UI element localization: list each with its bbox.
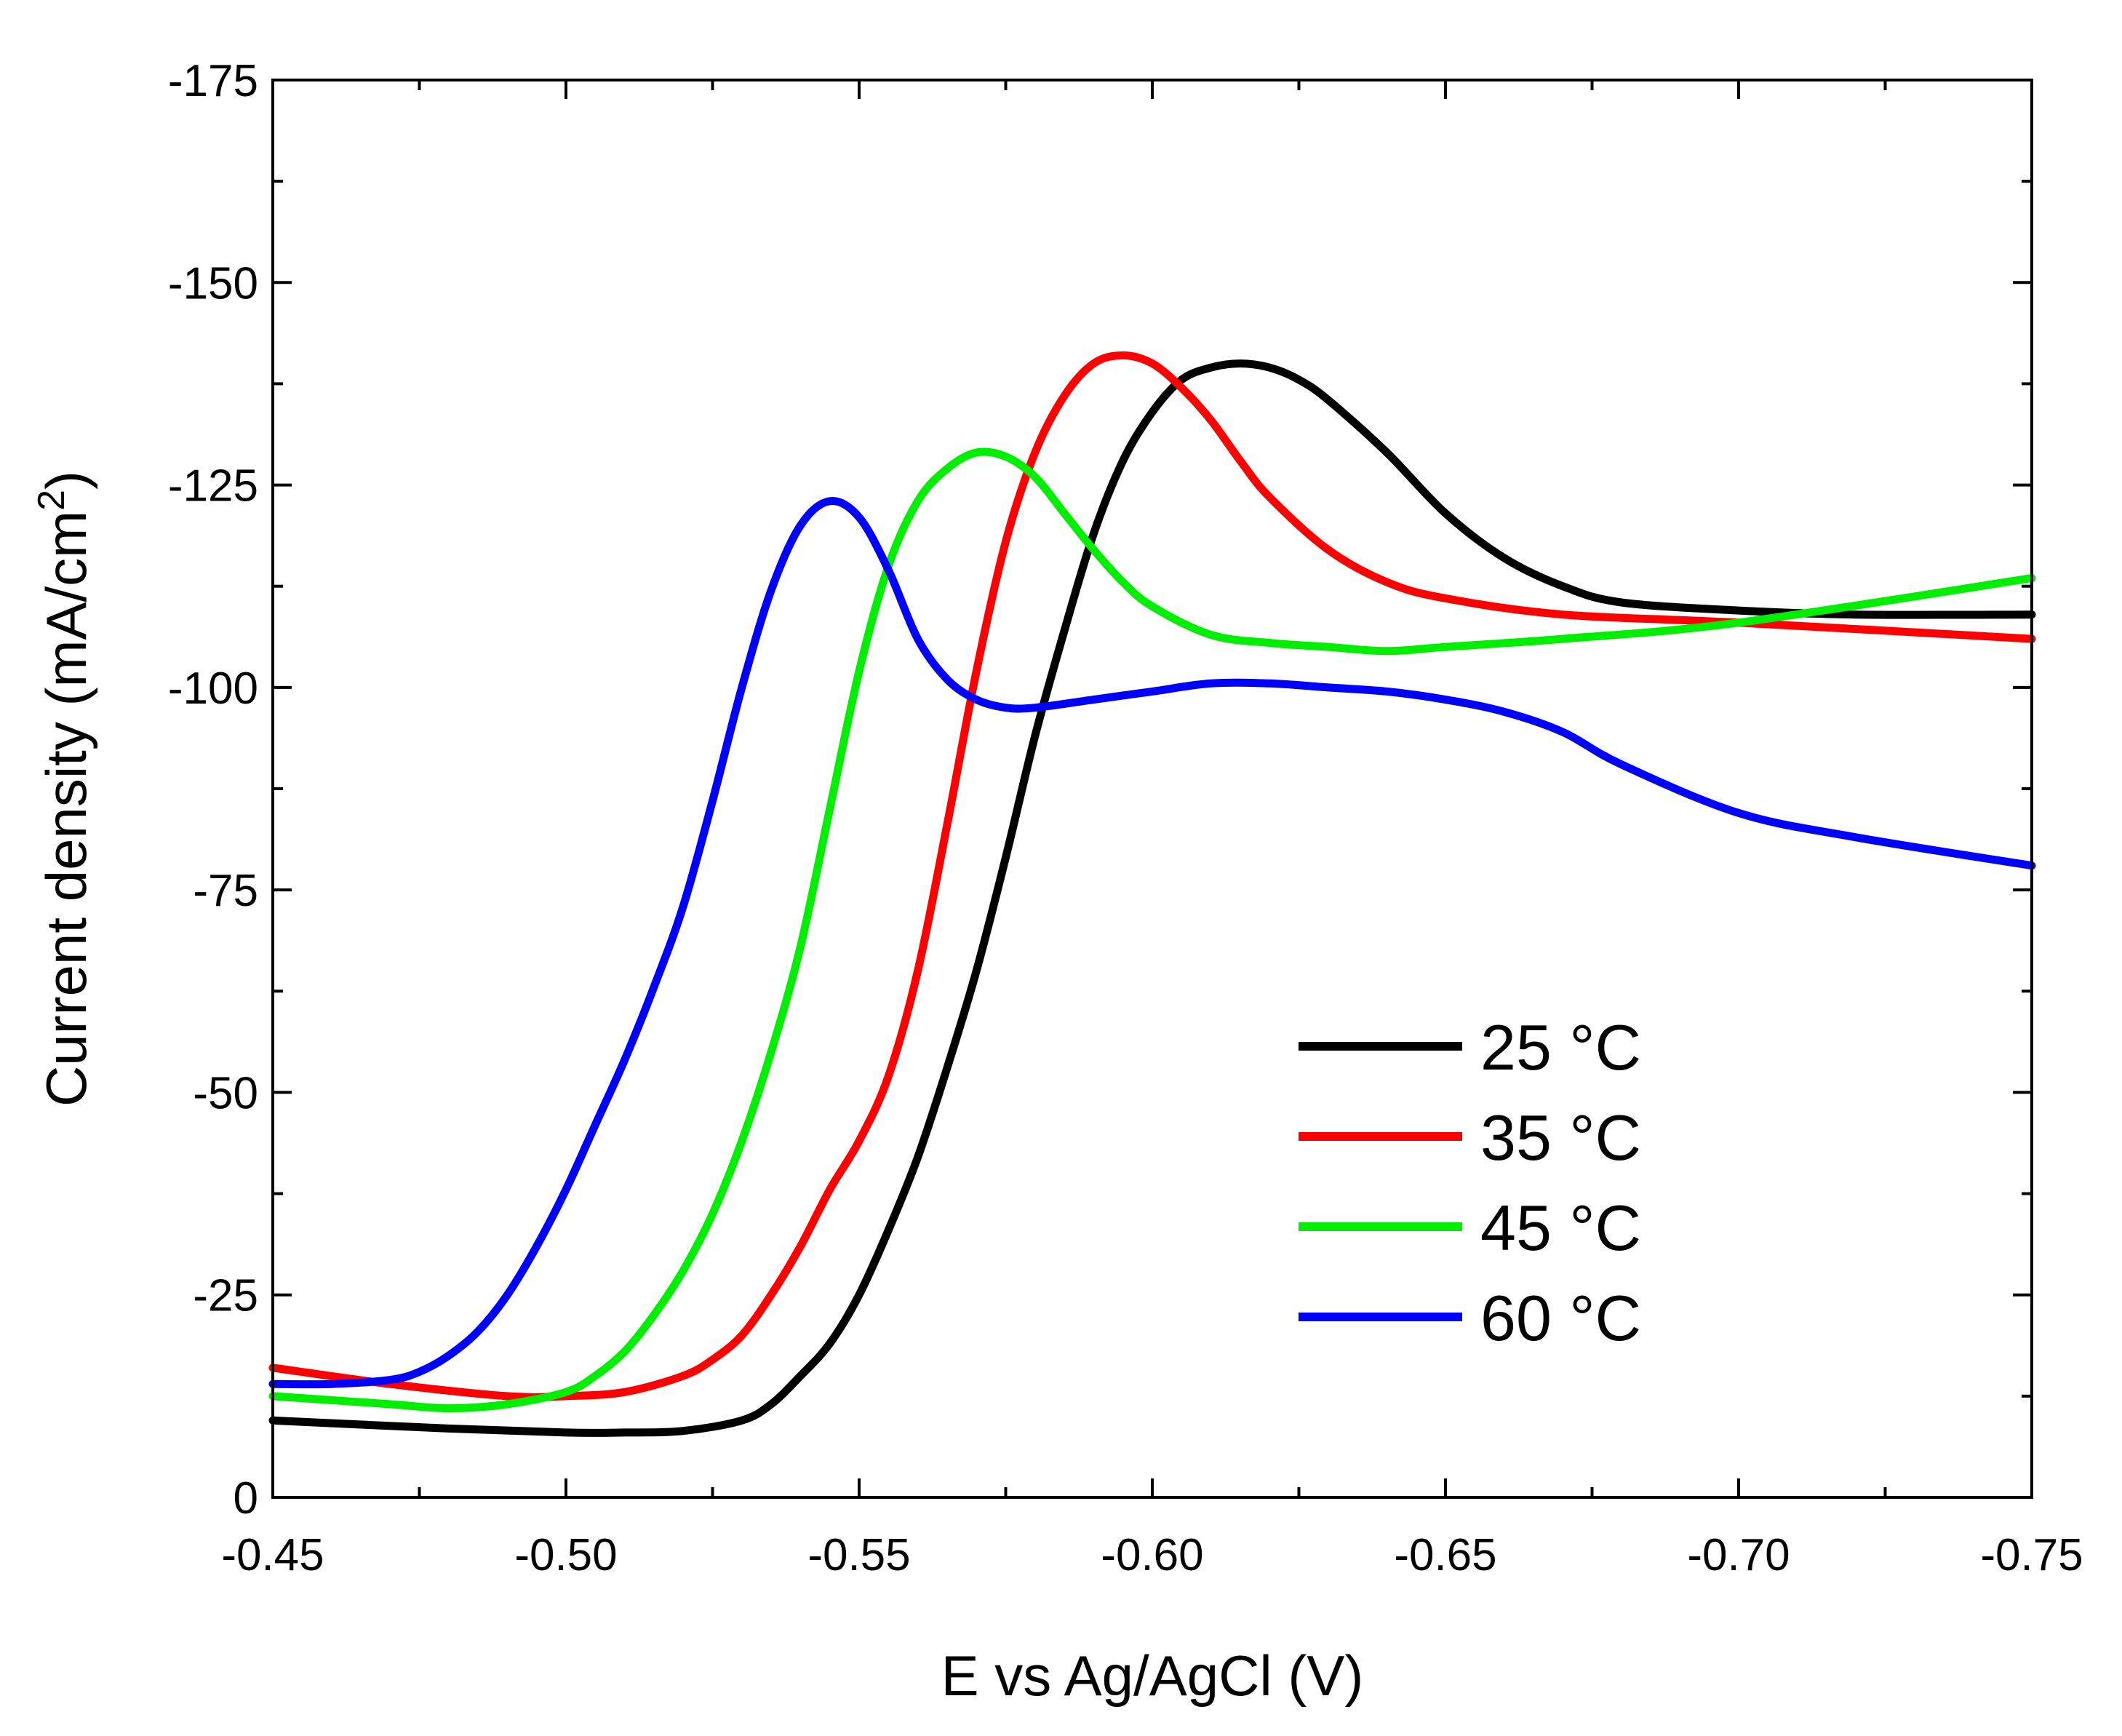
x-tick-label: -0.50 xyxy=(514,1530,617,1580)
y-tick-label: 0 xyxy=(234,1473,258,1524)
x-axis-title: E vs Ag/AgCl (V) xyxy=(941,1644,1364,1708)
series-lines xyxy=(268,351,2036,1437)
x-tick-label: -0.45 xyxy=(221,1530,324,1580)
y-tick-label: -50 xyxy=(193,1068,258,1118)
plot-frame xyxy=(271,79,2033,1499)
x-tick-label: -0.55 xyxy=(807,1530,910,1580)
y-axis-title-end: ) xyxy=(34,471,98,490)
y-tick-label: -100 xyxy=(168,664,258,714)
series-line-0 xyxy=(268,359,2036,1437)
legend: 25 °C 35 °C 45 °C 60 °C xyxy=(1299,1011,1641,1354)
x-tick-label: -0.65 xyxy=(1394,1530,1496,1580)
y-tick-label: -125 xyxy=(168,461,258,511)
y-tick-label: -150 xyxy=(168,258,258,308)
x-tick-label: -0.75 xyxy=(1980,1530,2083,1580)
y-tick-label: -175 xyxy=(168,56,258,106)
x-tick-label: -0.70 xyxy=(1687,1530,1790,1580)
x-tick-label: -0.60 xyxy=(1101,1530,1203,1580)
x-tick-labels: -0.45 -0.50 -0.55 -0.60 -0.65 -0.70 -0.75 xyxy=(221,1530,2083,1580)
y-tick-label: -75 xyxy=(193,866,258,916)
series-line-2 xyxy=(268,447,2036,1413)
legend-label: 35 °C xyxy=(1480,1102,1641,1174)
y-tick-label: -25 xyxy=(193,1271,258,1321)
y-tick-labels: 0 -25 -50 -75 -100 -125 -150 -175 xyxy=(168,56,258,1524)
legend-label: 60 °C xyxy=(1480,1282,1641,1354)
series-line-3 xyxy=(268,497,2036,1389)
y-axis-title-main: Current density (mA/cm xyxy=(34,511,98,1107)
legend-label: 25 °C xyxy=(1480,1011,1641,1083)
y-axis-title-superscript: 2 xyxy=(31,490,73,511)
y-axis-title: Current density (mA/cm2) xyxy=(31,471,98,1107)
legend-label: 45 °C xyxy=(1480,1192,1641,1264)
series-line-1 xyxy=(268,351,2036,1401)
